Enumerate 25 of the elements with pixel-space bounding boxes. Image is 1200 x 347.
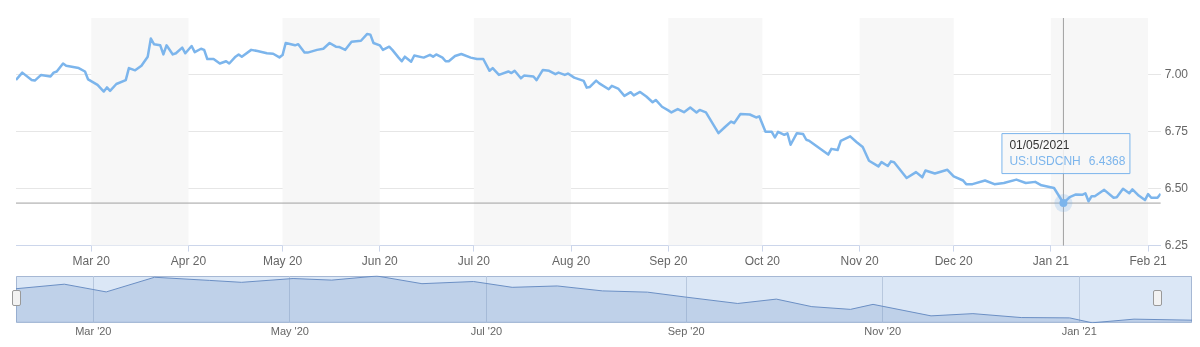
y-tick-label: 7.00 <box>1164 67 1189 82</box>
x-tick-label: Mar '20 <box>75 325 112 338</box>
x-tick-label: Jul 20 <box>457 254 491 269</box>
y-tick-label: 6.75 <box>1164 124 1189 139</box>
series-label: US:USDCNH <box>1009 154 1081 169</box>
data-label: 6.4368 <box>1088 154 1126 169</box>
x-tick-label: Oct 20 <box>744 254 781 269</box>
x-tick-label: Jul '20 <box>470 325 503 338</box>
x-tick-label: Nov '20 <box>864 325 902 338</box>
y-tick-label: 6.25 <box>1164 237 1189 252</box>
x-tick-label: Jan 21 <box>1032 254 1070 269</box>
x-tick-label: Mar 20 <box>72 254 111 269</box>
y-tick-label: 6.50 <box>1164 181 1189 196</box>
x-tick-label: Sep 20 <box>649 254 688 269</box>
x-tick-label: Jun 20 <box>361 254 399 269</box>
x-tick-label: Sep '20 <box>667 325 705 338</box>
x-tick-label: Apr 20 <box>170 254 207 269</box>
x-tick-label: Feb 21 <box>1129 254 1168 269</box>
x-tick-label: May '20 <box>270 325 309 338</box>
x-tick-label: May 20 <box>262 254 303 269</box>
x-tick-label: Nov 20 <box>840 254 879 269</box>
x-tick-label: Dec 20 <box>934 254 973 269</box>
annotation: 01/05/2021 <box>1009 138 1070 153</box>
x-tick-label: Aug 20 <box>552 254 591 269</box>
x-tick-label: Jan '21 <box>1061 325 1097 338</box>
